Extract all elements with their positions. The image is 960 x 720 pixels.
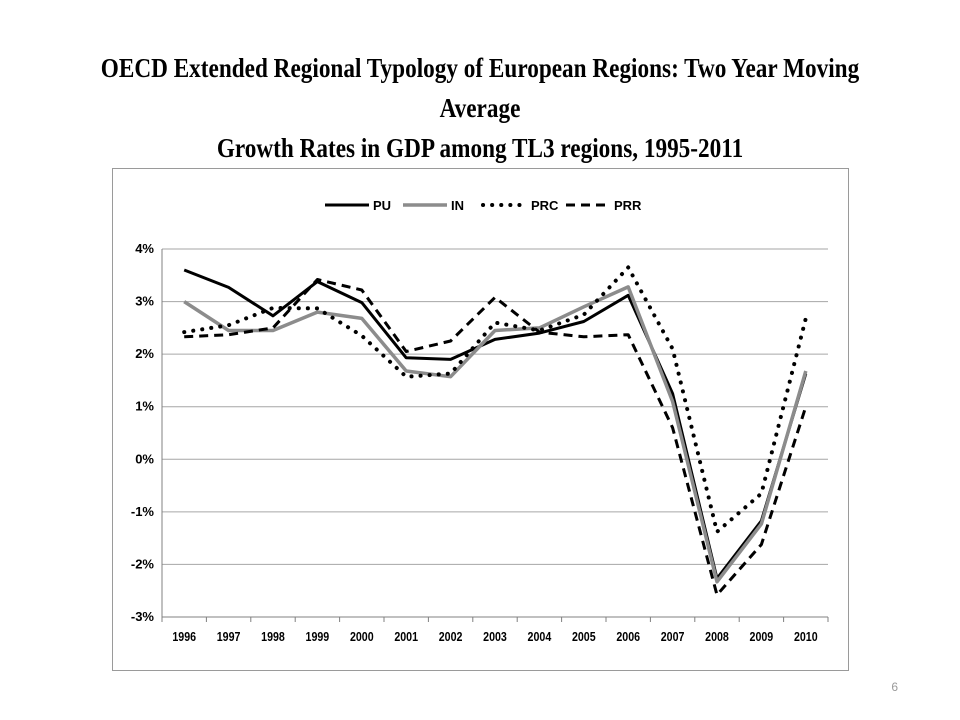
x-tick-label: 1997 [217,629,241,644]
x-tick-label: 1998 [261,629,285,644]
series-line-in [183,285,808,584]
x-tick-label: 2006 [616,629,640,644]
x-tick-label: 2007 [661,629,685,644]
y-tick-label: 3% [135,294,154,309]
slide-title-line-2: Growth Rates in GDP among TL3 regions, 1… [216,133,744,163]
x-tick-label: 2010 [794,629,818,644]
legend-label-in: IN [451,198,464,213]
legend-label-prr: PRR [614,198,642,213]
y-tick-label: 4% [135,241,154,256]
legend-label-pu: PU [373,198,391,213]
x-tick-label: 2002 [439,629,463,644]
x-tick-label: 1996 [172,629,196,644]
series-line-prr [184,278,808,597]
y-tick-label: -3% [131,609,155,624]
y-tick-label: 0% [135,451,154,466]
x-tick-label: 2008 [705,629,729,644]
page-number: 6 [891,680,898,694]
x-tick-label: 2004 [528,629,552,644]
x-tick-label: 2003 [483,629,507,644]
line-chart: -3% -2% -1% 0% 1% 2% 3% 4% 1996 1997 1998 1999 2000 2… [131,198,829,644]
series-line-prc [182,265,808,534]
slide-title-line-1: OECD Extended Regional Typology of Europ… [100,53,860,123]
x-tick-label: 2000 [350,629,374,644]
legend-label-prc: PRC [531,198,559,213]
x-tick-label: 2009 [750,629,774,644]
y-tick-label: 2% [135,346,154,361]
y-tick-label: -2% [131,556,155,571]
x-tick-label: 2001 [394,629,418,644]
x-tick-label: 1999 [306,629,330,644]
y-tick-label: -1% [131,504,155,519]
y-tick-label: 1% [135,399,154,414]
series-line-pu [183,268,808,581]
chart-frame: -3% -2% -1% 0% 1% 2% 3% 4% 1996 1997 1998 1999 2000 2… [112,168,849,671]
x-tick-label: 2005 [572,629,596,644]
slide-title: OECD Extended Regional Typology of Europ… [67,48,893,168]
